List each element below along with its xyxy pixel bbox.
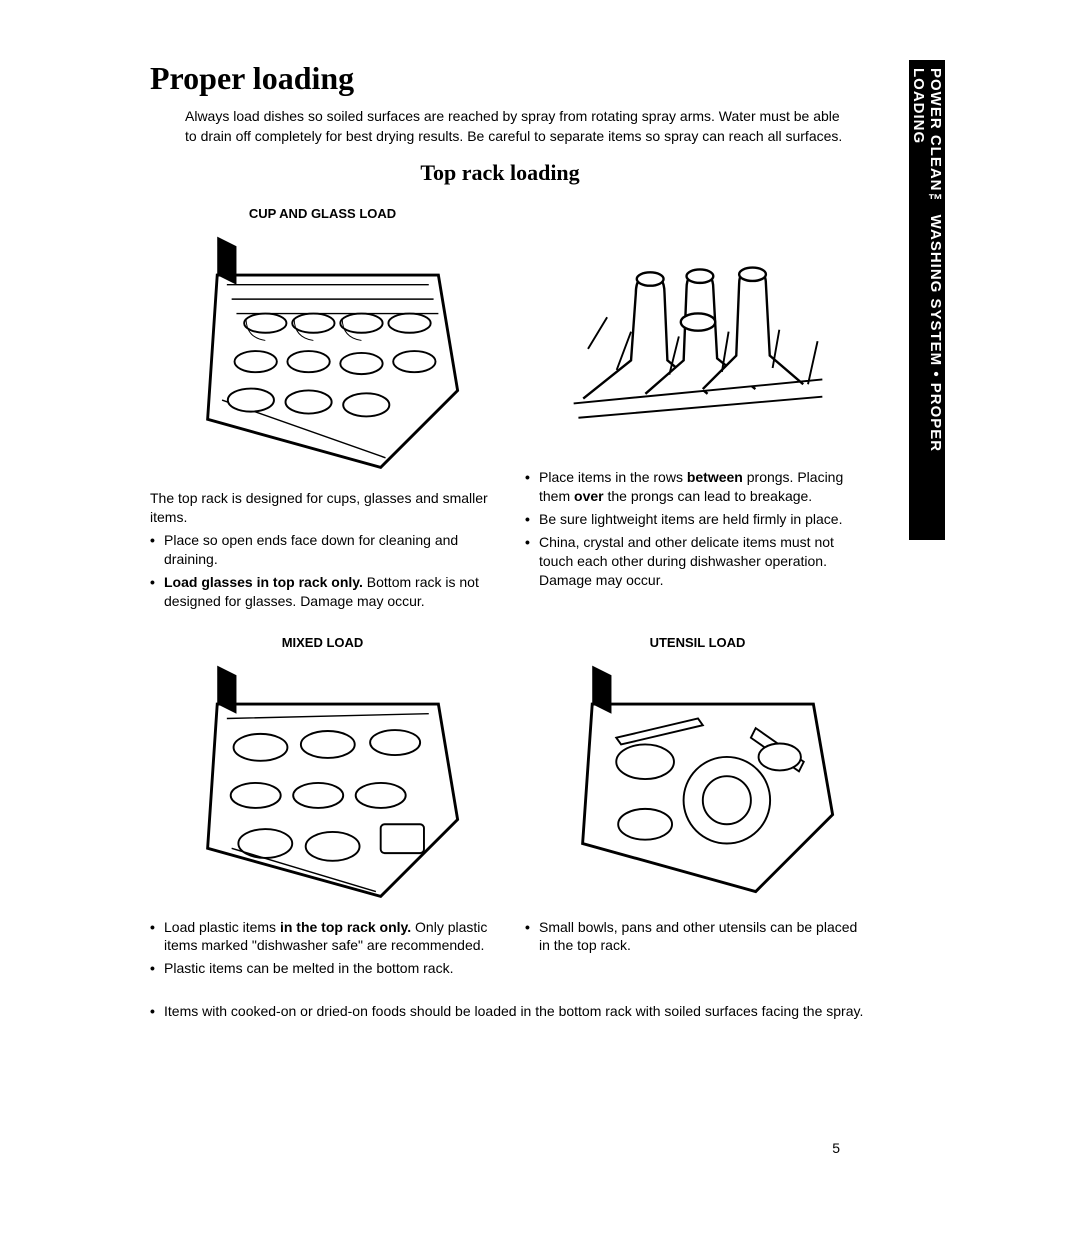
bold-text: between [687,469,743,485]
text: Place items in the rows [539,469,687,485]
row-2: MIXED LOAD Load plastic items in the top… [150,635,870,983]
label-mixed: MIXED LOAD [150,635,495,650]
diagram-prongs [553,236,843,456]
cup-glass-bullets: Place so open ends face down for cleanin… [150,531,495,611]
label-utensil: UTENSIL LOAD [525,635,870,650]
diagram-utensil [553,656,843,906]
side-tab: POWER CLEAN™ WASHING SYSTEM • PROPER LOA… [909,60,945,540]
section-title: Top rack loading [150,160,850,186]
bullet: Items with cooked-on or dried-on foods s… [150,1002,870,1021]
bullet: Load plastic items in the top rack only.… [150,918,495,956]
bullet: Plastic items can be melted in the botto… [150,959,495,978]
intro-paragraph: Always load dishes so soiled surfaces ar… [185,107,845,146]
page-number: 5 [832,1140,840,1156]
bold-text: over [574,488,604,504]
bold-text: in the top rack only. [280,919,411,935]
bold-text: Load glasses in top rack only. [164,574,363,590]
bullet: Small bowls, pans and other utensils can… [525,918,870,956]
bullet: Be sure lightweight items are held firml… [525,510,870,529]
diagram-cup-glass [178,227,468,477]
col-mixed: MIXED LOAD Load plastic items in the top… [150,635,495,983]
prongs-bullets: Place items in the rows between prongs. … [525,468,870,589]
utensil-bullets: Small bowls, pans and other utensils can… [525,918,870,956]
bullet: Load glasses in top rack only. Bottom ra… [150,573,495,611]
diagram-mixed [178,656,468,906]
col-cup-glass: CUP AND GLASS LOAD The top rack is desig… [150,206,495,614]
text: Load plastic items [164,919,280,935]
col-prongs: Place items in the rows between prongs. … [525,206,870,614]
row-1: CUP AND GLASS LOAD The top rack is desig… [150,206,870,614]
bullet: Place so open ends face down for cleanin… [150,531,495,569]
cup-glass-intro: The top rack is designed for cups, glass… [150,489,495,527]
text: the prongs can lead to breakage. [604,488,813,504]
bullet: Place items in the rows between prongs. … [525,468,870,506]
page-title: Proper loading [150,60,1020,97]
bottom-bullets: Items with cooked-on or dried-on foods s… [150,1002,870,1021]
col-utensil: UTENSIL LOAD Small bowls, pans and other… [525,635,870,983]
mixed-bullets: Load plastic items in the top rack only.… [150,918,495,979]
label-cup-glass: CUP AND GLASS LOAD [150,206,495,221]
bullet: China, crystal and other delicate items … [525,533,870,590]
